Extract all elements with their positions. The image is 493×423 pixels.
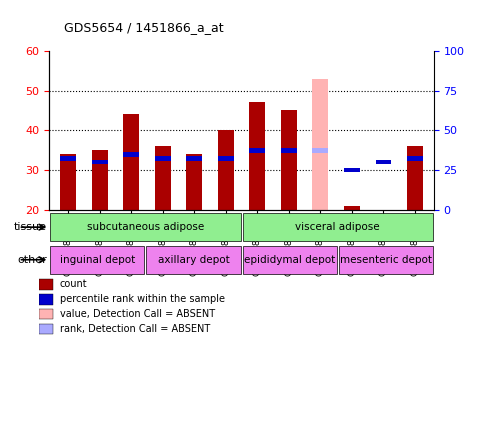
Bar [243, 246, 337, 274]
Text: tissue: tissue [14, 222, 47, 232]
Bar [249, 148, 265, 153]
Bar [218, 156, 234, 160]
Text: percentile rank within the sample: percentile rank within the sample [60, 294, 224, 304]
Bar [243, 213, 433, 241]
Text: mesenteric depot: mesenteric depot [340, 255, 432, 265]
Bar [92, 160, 107, 165]
Text: other: other [17, 255, 47, 265]
Bar [376, 160, 391, 165]
Bar [50, 246, 144, 274]
Text: inguinal depot: inguinal depot [60, 255, 135, 265]
Text: rank, Detection Call = ABSENT: rank, Detection Call = ABSENT [60, 324, 210, 334]
Bar [39, 309, 53, 319]
Bar [249, 102, 265, 210]
Bar [281, 110, 297, 210]
Bar [123, 114, 139, 210]
Bar [344, 206, 360, 210]
Bar [39, 324, 53, 334]
Bar [407, 146, 423, 210]
Bar [60, 156, 76, 160]
Bar [339, 246, 433, 274]
Bar [281, 148, 297, 153]
Text: epididymal depot: epididymal depot [244, 255, 335, 265]
Text: subcutaneous adipose: subcutaneous adipose [87, 222, 204, 232]
Bar [155, 146, 171, 210]
Text: value, Detection Call = ABSENT: value, Detection Call = ABSENT [60, 309, 214, 319]
Text: axillary depot: axillary depot [158, 255, 229, 265]
Bar [39, 294, 53, 305]
Bar [92, 150, 107, 210]
Bar [376, 160, 391, 165]
Bar [344, 168, 360, 173]
Bar [186, 154, 202, 210]
Text: GDS5654 / 1451866_a_at: GDS5654 / 1451866_a_at [64, 21, 224, 34]
Text: count: count [60, 280, 87, 289]
Bar [155, 156, 171, 160]
Bar [39, 279, 53, 290]
Bar [218, 130, 234, 210]
Bar [313, 148, 328, 153]
Bar [407, 156, 423, 160]
Bar [186, 156, 202, 160]
Bar [123, 152, 139, 157]
Bar [146, 246, 241, 274]
Text: visceral adipose: visceral adipose [295, 222, 380, 232]
Bar [60, 154, 76, 210]
Bar [313, 79, 328, 210]
Bar [50, 213, 241, 241]
